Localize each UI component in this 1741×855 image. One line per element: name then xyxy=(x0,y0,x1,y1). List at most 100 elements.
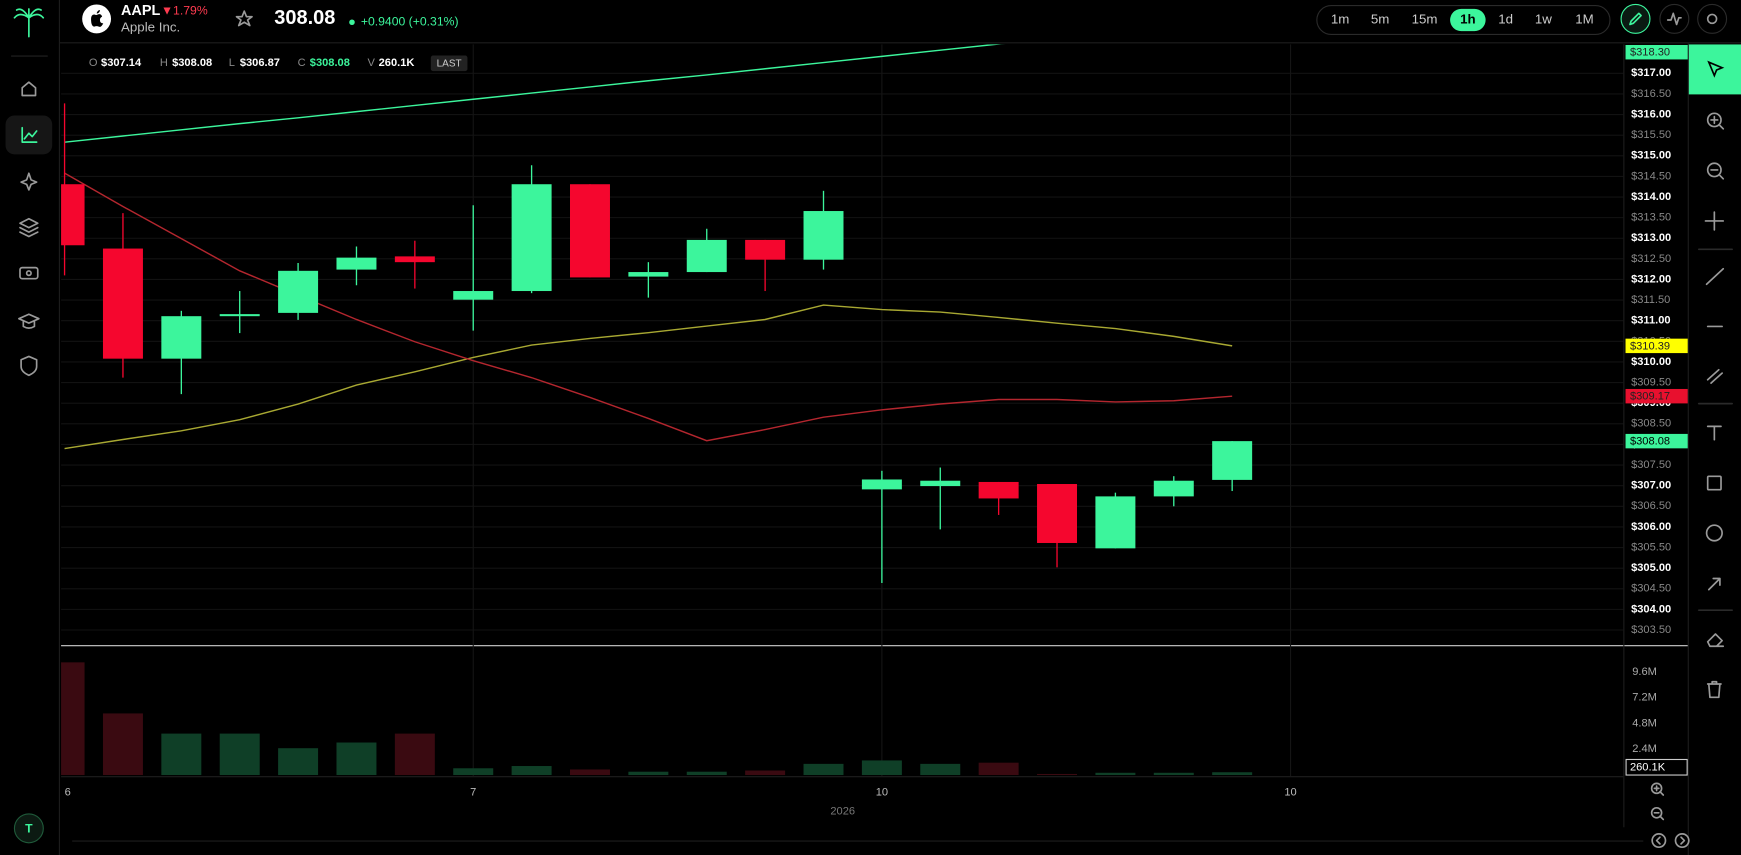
legend-key: H xyxy=(160,57,168,69)
volume-bar xyxy=(978,762,1019,776)
volume-tick-label: 4.8M xyxy=(1632,717,1657,729)
volume-bars xyxy=(61,662,1253,776)
volume-tag xyxy=(1625,758,1688,776)
volume-bar xyxy=(1095,772,1136,776)
price-tag xyxy=(1625,338,1688,354)
x-tick-label: 7 xyxy=(470,787,476,799)
candle-body xyxy=(1212,441,1253,480)
cursor-icon xyxy=(1707,60,1725,78)
volume-bar xyxy=(920,763,961,776)
legend-value: $308.08 xyxy=(310,57,350,69)
x-tick-label: 10 xyxy=(876,787,888,799)
x-year-label: 2026 xyxy=(830,806,855,818)
y-tick-label: $304.50 xyxy=(1631,583,1671,595)
timeframe-active xyxy=(1450,8,1486,32)
y-tick-label: $306.50 xyxy=(1631,500,1671,512)
volume-bar xyxy=(570,769,610,776)
y-tick-label: $307.50 xyxy=(1631,459,1671,471)
nav-layers[interactable] xyxy=(19,217,39,238)
y-tick-label: $317.00 xyxy=(1631,67,1671,79)
y-tick-label: $304.00 xyxy=(1631,603,1671,615)
price-tag xyxy=(1625,44,1688,60)
timeframe[interactable]: 1M xyxy=(1575,12,1594,27)
candles xyxy=(61,103,1253,583)
pencil-icon xyxy=(1629,12,1642,26)
y-tick-label: $311.50 xyxy=(1631,294,1670,306)
moving-average xyxy=(64,44,1002,143)
candle-body xyxy=(278,270,319,313)
company-name: Apple Inc. xyxy=(121,19,180,34)
y-tick-label: $316.50 xyxy=(1631,88,1671,100)
volume-bar xyxy=(628,771,669,776)
candle-body xyxy=(745,239,786,260)
volume-tick-label: 7.2M xyxy=(1632,692,1657,704)
price: 308.08 xyxy=(274,7,335,29)
timeframe-group xyxy=(1316,5,1611,35)
y-tick-label: $305.00 xyxy=(1631,562,1671,574)
volume-bar xyxy=(394,733,435,776)
candle-body xyxy=(861,479,902,490)
volume-bar xyxy=(861,760,902,776)
symbol: AAPL xyxy=(121,3,160,19)
candle-body xyxy=(803,211,844,260)
nav-ai[interactable] xyxy=(20,172,38,191)
y-tick-label: $315.50 xyxy=(1631,129,1671,141)
price-tag-label: $310.39 xyxy=(1630,340,1670,352)
timeframes: 1m 5m 15m 1h 1d 1w 1M xyxy=(1331,8,1594,32)
tools xyxy=(1697,112,1733,699)
timeframe[interactable]: 1d xyxy=(1498,12,1513,27)
change-pct: ▼1.79% xyxy=(161,3,208,17)
tool-cursor-active[interactable] xyxy=(1688,44,1741,95)
price-tag-label: $308.08 xyxy=(1630,436,1670,448)
y-tick-label: $311.00 xyxy=(1631,315,1671,327)
volume-bar xyxy=(161,733,202,776)
candle-body xyxy=(394,256,435,263)
indicators-button[interactable] xyxy=(1659,3,1690,34)
volume-bar xyxy=(686,771,727,776)
draw-button[interactable] xyxy=(1620,3,1651,34)
indicator-lines xyxy=(64,44,1233,450)
nav-home[interactable] xyxy=(21,81,37,97)
settings-button[interactable] xyxy=(1697,3,1728,34)
moving-average xyxy=(64,172,1233,442)
price-change: +0.9400 (+0.31%) xyxy=(361,14,459,28)
timeframe[interactable]: 5m xyxy=(1371,12,1390,27)
volume-bar xyxy=(102,713,143,776)
nav-shield[interactable] xyxy=(20,355,38,377)
axis-zoom[interactable] xyxy=(1650,782,1665,821)
y-tick-label: $315.00 xyxy=(1631,150,1671,162)
timeframe[interactable]: 15m xyxy=(1412,12,1438,27)
live-dot xyxy=(349,19,355,26)
timeframe[interactable]: 1w xyxy=(1535,12,1552,27)
mode-label: LAST xyxy=(437,59,462,70)
x-tick-label: 10 xyxy=(1284,787,1296,799)
nav-chart-icon xyxy=(21,126,38,143)
legend-key: L xyxy=(229,57,235,69)
favorite-star[interactable] xyxy=(235,10,253,27)
y-tick-label: $314.50 xyxy=(1631,170,1671,182)
y-tick-label: $314.00 xyxy=(1631,191,1671,203)
timeframe[interactable]: 1h xyxy=(1460,12,1476,27)
nav-money[interactable] xyxy=(19,266,39,280)
volume-bar xyxy=(219,733,260,776)
indicators-icon xyxy=(1666,12,1682,26)
timeframe[interactable]: 1m xyxy=(1331,12,1350,27)
avatar-letter: T xyxy=(25,822,33,836)
volume-tick-label: 9.6M xyxy=(1632,666,1657,678)
x-tick-label: 6 xyxy=(65,787,71,799)
volume-tick-label: 2.4M xyxy=(1632,743,1657,755)
price-tag-label: $318.30 xyxy=(1630,47,1670,59)
avatar[interactable] xyxy=(13,813,44,844)
nav-chart-active[interactable] xyxy=(5,115,53,155)
volume-bar xyxy=(1153,772,1194,776)
y-tick-label: $309.50 xyxy=(1631,377,1671,389)
volume-bar xyxy=(803,763,844,776)
scroll-buttons[interactable] xyxy=(1651,833,1690,849)
volume-bar xyxy=(278,748,319,776)
nav-learn[interactable] xyxy=(18,313,40,329)
y-tick-label: $312.00 xyxy=(1631,273,1671,285)
volume-bar xyxy=(336,742,377,776)
